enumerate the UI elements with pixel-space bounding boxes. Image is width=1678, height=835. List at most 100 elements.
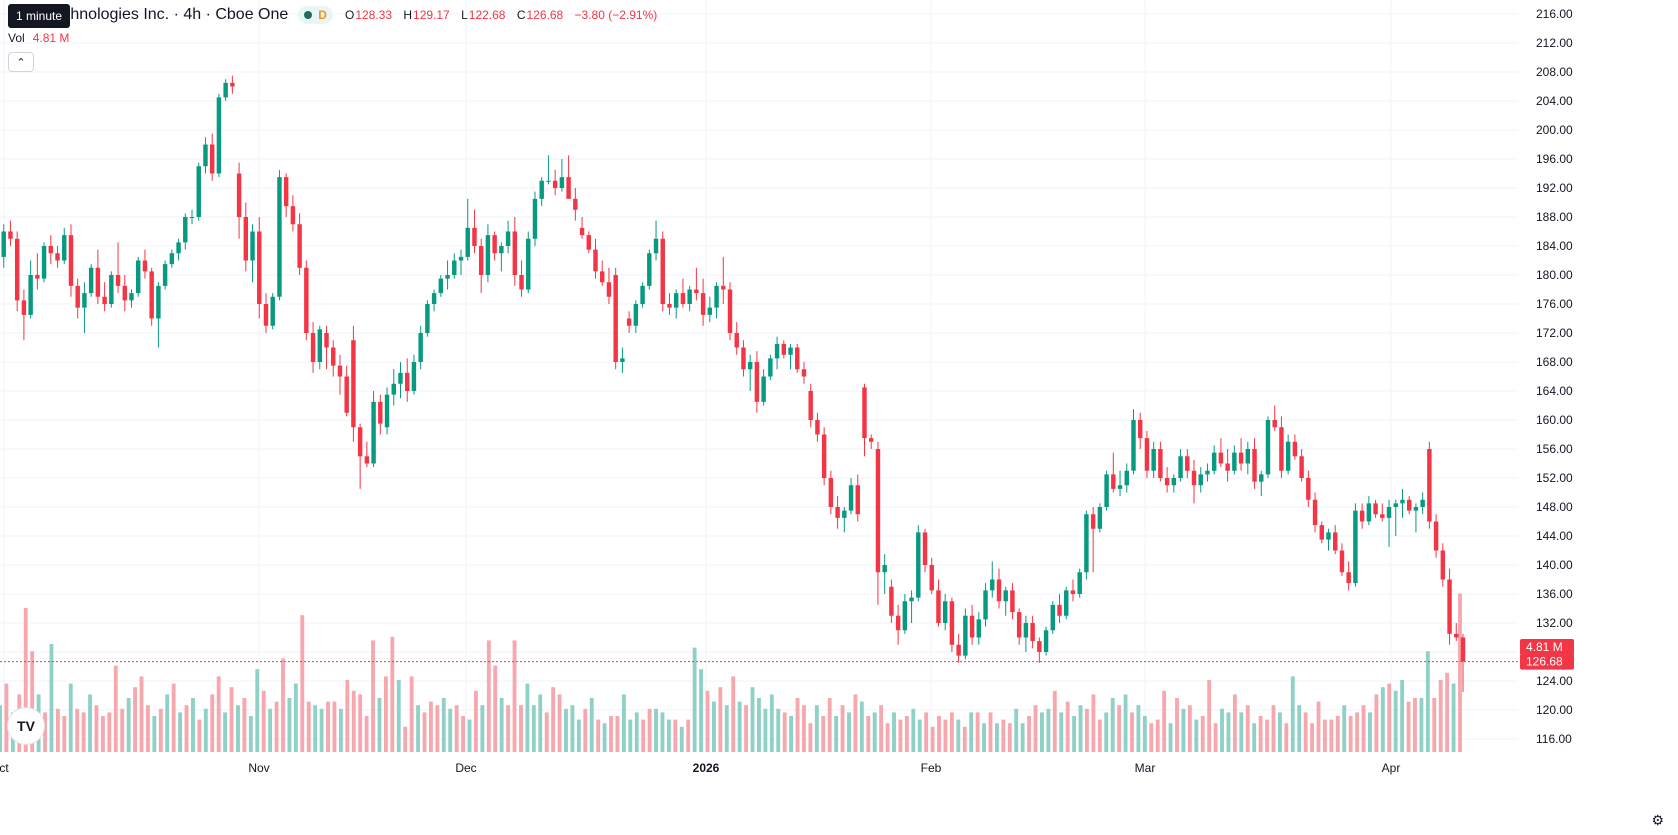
volume-bar [1001,719,1006,752]
candle-body [1306,478,1311,500]
volume-bar [904,716,909,752]
candle-body [68,235,74,286]
symbol-title[interactable]: r Technologies Inc. · 4h · Cboe One [36,6,289,23]
candlesticks [1,75,1466,692]
candle-body [788,347,793,355]
volume-bar [1245,705,1250,752]
volume-bar [332,701,337,752]
candle-body [149,271,154,319]
candle-body [1057,604,1062,616]
volume-bar [416,705,420,752]
candle-body [1084,514,1089,573]
volume-bar [1239,712,1244,752]
volume-bar [1226,712,1231,752]
volume-bar [139,676,144,752]
candle-body [122,285,127,301]
collapse-legend-button[interactable]: ⌃ [8,52,34,72]
volume-bar [1104,712,1109,752]
volume-bar [596,719,601,752]
candle-body [1312,499,1318,526]
gear-icon[interactable]: ⚙ [1651,812,1664,828]
candle-body [1400,499,1405,504]
volume-bar [23,608,28,752]
volume-bar [1085,708,1089,752]
volume-bar [435,705,440,752]
y-tick-label: 148.00 [1536,500,1573,514]
volume-bar [750,687,755,752]
candle-body [1265,420,1271,475]
y-tick-label: 168.00 [1536,355,1573,369]
volume-bar [1297,705,1302,752]
volume-legend: Vol 4.81 M [8,31,69,45]
volume-value: 4.81 M [32,31,70,45]
candle-body [512,231,518,275]
volume-bar [885,723,890,752]
candle-body [472,227,477,246]
volume-bar [1213,723,1218,752]
volume-bar [711,701,716,752]
volume-bar [377,698,382,752]
candle-body [680,293,686,304]
candle-body [223,82,228,98]
candle-body [1279,427,1284,471]
volume-bar [1432,698,1437,752]
candle-body [949,601,955,645]
candle-body [1326,532,1331,540]
candle-body [1406,499,1412,511]
price-tag-label: 126.68 [1526,655,1563,669]
volume-bar [1007,723,1012,752]
volume-bar [345,680,350,752]
x-tick-label: Nov [248,761,269,775]
time-axis[interactable]: ct Nov Dec 2026 Feb Mar Apr [0,761,1400,775]
volume-bar [570,705,575,752]
volume-bar [576,719,581,752]
candle-body [1285,441,1291,471]
volume-bar [802,705,806,752]
candle-body [142,260,148,272]
candle-body [774,343,780,359]
volume-bar [165,694,170,752]
volume-label: Vol [8,31,25,45]
candle-body [1447,579,1452,634]
volume-bar [1046,708,1051,752]
candle-body [230,82,235,87]
candle-body [169,253,175,265]
candle-body [660,238,665,304]
candle-body [1232,452,1237,471]
candle-body [485,235,491,275]
candle-body [700,293,706,315]
market-status[interactable]: D [298,6,333,24]
candle-body [687,289,692,304]
candle-body [1380,514,1385,518]
volume-bar [994,723,999,752]
candle-body [889,586,894,616]
volume-bar [197,719,202,752]
candle-body [82,293,87,308]
candle-body [492,235,497,254]
tradingview-logo[interactable]: TV [8,708,44,744]
volume-bar [75,708,80,752]
y-tick-label: 160.00 [1536,413,1573,427]
volume-bar [628,719,633,752]
candle-body [75,285,80,308]
volume-bar [351,690,356,752]
candle-body [875,449,881,573]
candle-body [28,275,33,315]
volume-bar [679,726,684,752]
volume-bar [223,712,228,752]
candle-body [828,478,834,507]
y-tick-label: 144.00 [1536,529,1573,543]
y-tick-label: 216.00 [1536,7,1573,21]
volume-bar [306,701,311,752]
volume-bar [248,716,253,752]
volume-bar [171,683,176,752]
price-axis[interactable]: 216.00 212.00 208.00 204.00 200.00 196.00 192.… [1536,7,1573,746]
volume-bar [519,705,523,752]
volume-bar [821,716,826,752]
volume-bar [776,708,781,752]
volume-bar [1361,705,1366,752]
candle-body [835,507,840,518]
volume-bar [146,705,150,752]
volume-bar [474,690,478,752]
